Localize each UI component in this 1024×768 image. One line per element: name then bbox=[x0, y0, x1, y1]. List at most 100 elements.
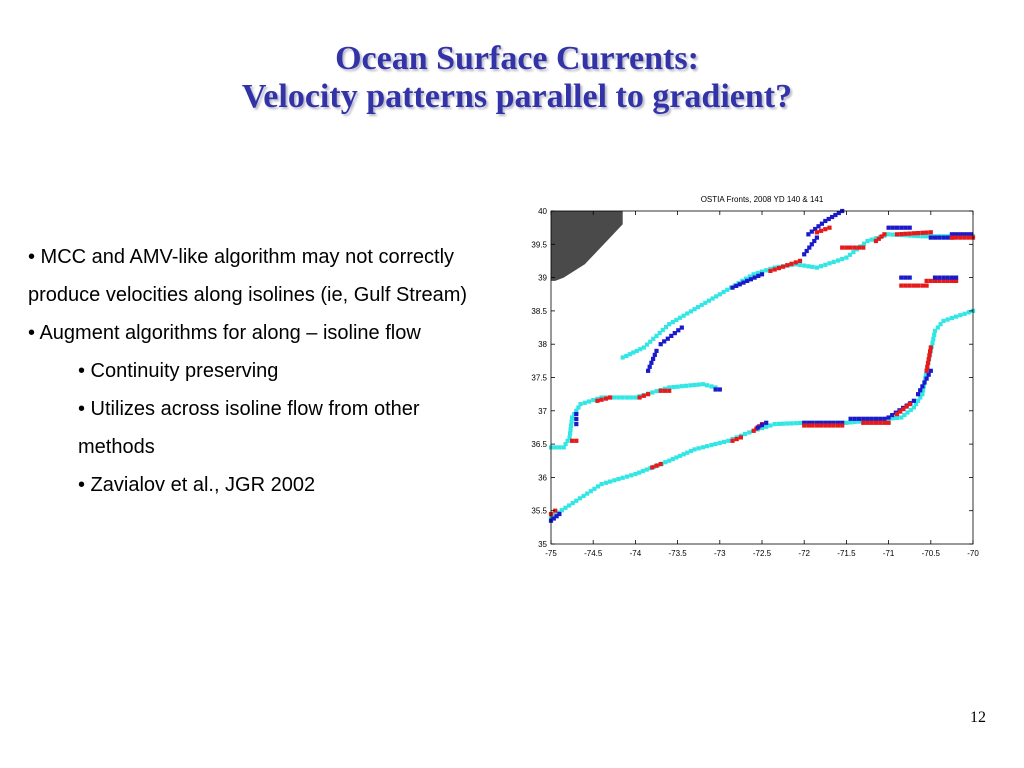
front-marker-cyan bbox=[759, 426, 765, 431]
front-marker-red bbox=[810, 423, 815, 428]
front-marker-cyan bbox=[671, 385, 676, 390]
front-marker-blue bbox=[861, 416, 866, 421]
front-marker-cyan bbox=[776, 421, 781, 426]
front-marker-cyan bbox=[819, 264, 824, 269]
front-marker-cyan bbox=[797, 262, 803, 267]
front-marker-cyan bbox=[683, 383, 689, 388]
front-marker-red bbox=[637, 395, 642, 400]
front-marker-cyan bbox=[781, 421, 786, 426]
front-marker-red bbox=[879, 234, 884, 239]
front-marker-cyan bbox=[663, 325, 669, 330]
front-marker-blue bbox=[651, 356, 656, 361]
front-marker-cyan bbox=[751, 272, 756, 277]
front-marker-blue bbox=[755, 425, 760, 430]
y-tick-label: 36.5 bbox=[531, 440, 547, 449]
front-marker-cyan bbox=[644, 342, 650, 347]
x-tick-label: -74 bbox=[630, 549, 642, 558]
front-marker-blue bbox=[945, 235, 950, 240]
front-marker-red bbox=[840, 245, 845, 250]
front-marker-blue bbox=[949, 275, 954, 280]
front-marker-cyan bbox=[620, 395, 625, 400]
front-marker-cyan bbox=[563, 442, 568, 447]
front-marker-red bbox=[650, 465, 655, 470]
front-marker-cyan bbox=[620, 355, 625, 360]
front-marker-cyan bbox=[599, 395, 604, 400]
front-marker-cyan bbox=[857, 419, 862, 424]
front-marker-red bbox=[814, 423, 819, 428]
front-marker-blue bbox=[658, 342, 663, 347]
front-marker-cyan bbox=[852, 419, 857, 425]
front-marker-blue bbox=[941, 235, 946, 240]
front-marker-cyan bbox=[638, 347, 643, 352]
front-marker-blue bbox=[941, 275, 946, 280]
y-tick-label: 40 bbox=[538, 207, 547, 216]
front-marker-cyan bbox=[851, 250, 856, 255]
front-marker-blue bbox=[928, 235, 933, 240]
front-marker-red bbox=[954, 278, 959, 283]
front-marker-blue bbox=[911, 398, 916, 403]
front-marker-red bbox=[903, 283, 908, 288]
front-marker-cyan bbox=[631, 350, 636, 355]
front-marker-cyan bbox=[696, 382, 701, 387]
front-marker-cyan bbox=[670, 457, 675, 462]
front-marker-red bbox=[911, 231, 916, 236]
front-marker-cyan bbox=[629, 395, 634, 400]
front-marker-cyan bbox=[785, 421, 790, 426]
front-marker-cyan bbox=[755, 270, 760, 275]
front-marker-cyan bbox=[667, 385, 672, 390]
front-marker-cyan bbox=[840, 256, 845, 262]
front-marker-red bbox=[823, 227, 828, 232]
front-marker-cyan bbox=[568, 427, 573, 432]
front-marker-blue bbox=[924, 376, 929, 381]
front-marker-cyan bbox=[844, 255, 849, 260]
front-marker-blue bbox=[713, 387, 718, 392]
front-marker-cyan bbox=[595, 484, 601, 489]
front-marker-cyan bbox=[663, 460, 668, 465]
front-marker-red bbox=[772, 267, 777, 272]
sub-bullet-item: • Continuity preserving bbox=[78, 360, 279, 382]
front-marker-cyan bbox=[650, 390, 655, 395]
front-marker-cyan bbox=[806, 264, 811, 269]
front-marker-cyan bbox=[586, 399, 592, 404]
front-marker-blue bbox=[813, 226, 818, 232]
front-marker-cyan bbox=[578, 402, 583, 407]
front-marker-cyan bbox=[670, 320, 675, 325]
front-marker-blue bbox=[764, 420, 769, 425]
front-marker-cyan bbox=[599, 482, 604, 487]
front-marker-blue bbox=[554, 514, 559, 519]
front-marker-cyan bbox=[894, 415, 900, 420]
front-marker-blue bbox=[804, 248, 809, 254]
front-marker-cyan bbox=[640, 469, 645, 474]
y-tick-label: 36 bbox=[538, 473, 547, 482]
x-tick-label: -73 bbox=[714, 549, 726, 558]
front-marker-blue bbox=[830, 214, 835, 220]
front-marker-blue bbox=[903, 275, 908, 280]
front-marker-cyan bbox=[923, 372, 928, 377]
front-marker-cyan bbox=[620, 475, 625, 480]
front-marker-cyan bbox=[703, 300, 708, 305]
front-marker-blue bbox=[809, 229, 814, 234]
front-marker-red bbox=[894, 412, 900, 417]
front-marker-blue bbox=[551, 516, 556, 521]
front-marker-cyan bbox=[705, 383, 710, 388]
front-marker-cyan bbox=[827, 261, 832, 266]
front-marker-red bbox=[937, 278, 942, 283]
front-marker-cyan bbox=[966, 310, 971, 315]
front-marker-blue bbox=[814, 420, 819, 425]
front-marker-red bbox=[924, 230, 929, 235]
front-marker-blue bbox=[926, 372, 931, 377]
front-marker-cyan bbox=[612, 395, 617, 400]
front-marker-cyan bbox=[644, 467, 649, 472]
y-tick-label: 35.5 bbox=[531, 507, 547, 516]
front-marker-cyan bbox=[726, 438, 731, 443]
front-marker-blue bbox=[937, 275, 942, 280]
front-marker-red bbox=[954, 235, 959, 240]
front-marker-red bbox=[899, 232, 904, 237]
front-marker-cyan bbox=[692, 382, 697, 388]
front-marker-cyan bbox=[958, 313, 963, 318]
front-marker-red bbox=[920, 230, 925, 235]
x-tick-label: -73.5 bbox=[668, 549, 687, 558]
front-marker-red bbox=[869, 420, 874, 425]
front-marker-red bbox=[751, 428, 756, 433]
front-marker-cyan bbox=[591, 398, 596, 403]
